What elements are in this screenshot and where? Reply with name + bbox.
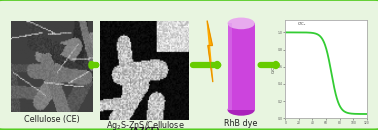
Polygon shape xyxy=(207,21,213,82)
FancyBboxPatch shape xyxy=(228,23,255,110)
Ellipse shape xyxy=(228,104,255,116)
Ellipse shape xyxy=(228,18,255,29)
Bar xyxy=(228,23,232,110)
Text: Cellulose (CE): Cellulose (CE) xyxy=(24,115,80,124)
Text: Ag$_2$S-ZnS/Cellulose: Ag$_2$S-ZnS/Cellulose xyxy=(106,119,184,130)
Text: Ag$_2$S-ZnS: Ag$_2$S-ZnS xyxy=(46,32,86,45)
Text: (AZCE): (AZCE) xyxy=(130,127,161,130)
Text: RhB dye: RhB dye xyxy=(225,119,258,128)
